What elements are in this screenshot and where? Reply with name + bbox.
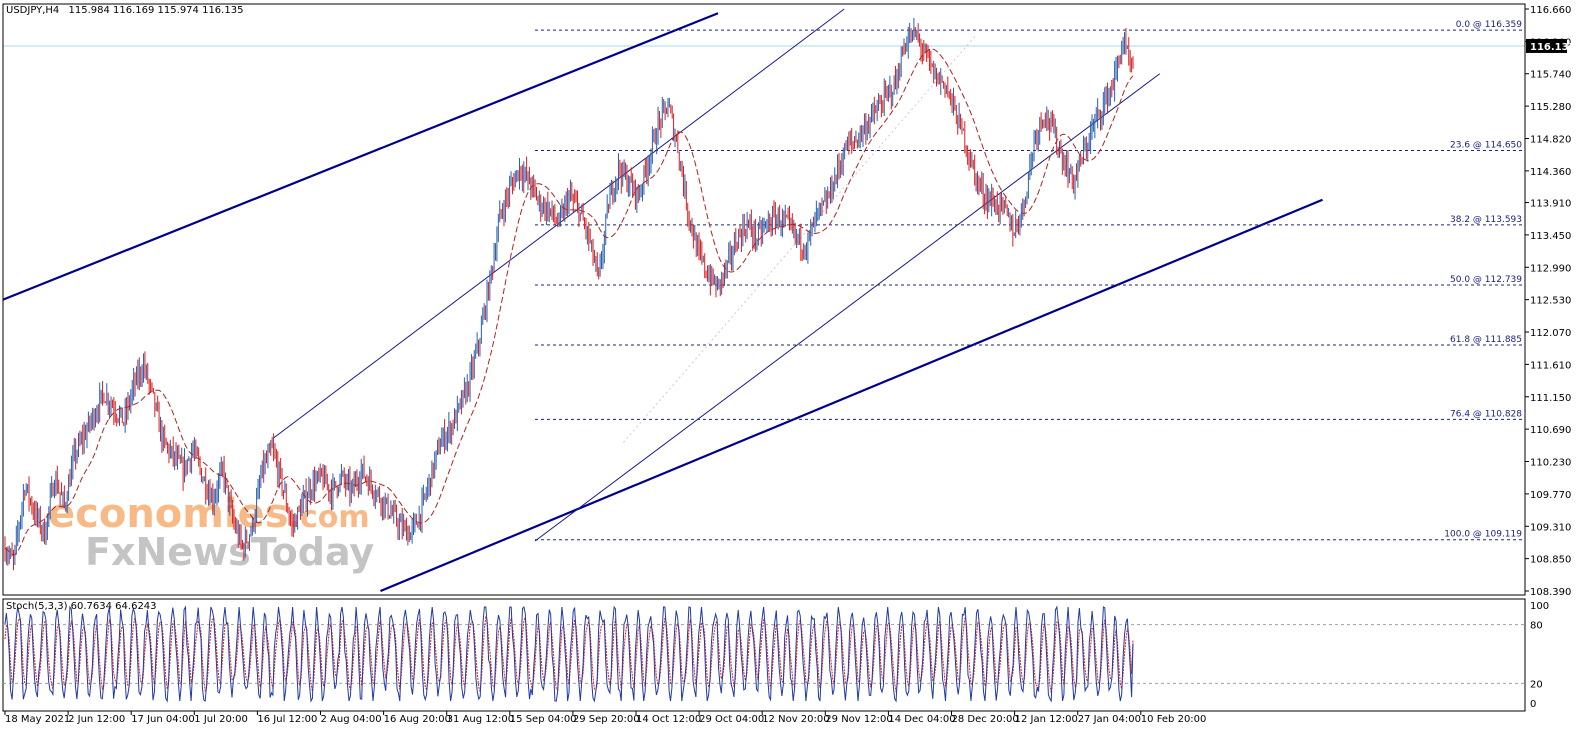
x-tick-label: 16 Aug 20:00 bbox=[384, 714, 451, 725]
axes: 116.660116.200115.740115.280114.820114.3… bbox=[2, 3, 1576, 725]
trend-line-lower-thick bbox=[380, 198, 1323, 593]
x-tick-label: 31 Aug 12:00 bbox=[447, 714, 514, 725]
fib-label: 38.2 @ 113.593 bbox=[1450, 215, 1522, 225]
trend-lines bbox=[2, 8, 1323, 593]
price-tag-bg bbox=[1526, 38, 1567, 53]
y-tick-label: 108.390 bbox=[1530, 587, 1571, 598]
y-tick-label: 114.820 bbox=[1530, 134, 1571, 145]
fib-diagonal bbox=[623, 34, 978, 443]
y-tick-label: 109.310 bbox=[1530, 522, 1571, 533]
y-tick-label: 113.450 bbox=[1530, 231, 1571, 242]
fib-label: 61.8 @ 111.885 bbox=[1450, 335, 1522, 345]
y-tick-label: 114.360 bbox=[1530, 167, 1571, 178]
y-tick-label: 116.660 bbox=[1530, 5, 1571, 16]
y-tick-label: 113.910 bbox=[1530, 199, 1571, 210]
watermark-line1: economies.com bbox=[48, 491, 370, 537]
watermark: economies.com FxNewsToday bbox=[48, 491, 374, 574]
y-tick-label: 112.990 bbox=[1530, 263, 1571, 274]
x-tick-label: 10 Feb 20:00 bbox=[1141, 714, 1207, 725]
watermark-line2: FxNewsToday bbox=[85, 530, 374, 574]
price-tag: 116.135 bbox=[1530, 42, 1576, 53]
stoch-frame bbox=[2, 598, 1526, 712]
x-tick-label: 29 Sep 20:00 bbox=[573, 714, 640, 725]
x-tick-label: 29 Nov 12:00 bbox=[825, 714, 892, 725]
x-tick-label: 12 Nov 20:00 bbox=[762, 714, 829, 725]
stoch-main-line bbox=[4, 605, 1134, 703]
y-tick-label: 109.770 bbox=[1530, 490, 1571, 501]
x-tick-label: 27 Jan 04:00 bbox=[1078, 714, 1141, 725]
moving-average bbox=[4, 48, 1134, 556]
moving-average-line bbox=[4, 48, 1134, 556]
ohlc-values: 115.984 116.169 115.974 116.135 bbox=[68, 5, 243, 16]
y-tick-label: 108.850 bbox=[1530, 555, 1571, 566]
y-tick-label: 112.070 bbox=[1530, 328, 1571, 339]
stoch-tick-label: 80 bbox=[1530, 621, 1543, 632]
x-tick-label: 2 Aug 04:00 bbox=[321, 714, 382, 725]
stoch-label: Stoch(5,3,3) 60.7634 64.6243 bbox=[6, 601, 157, 612]
stoch-tick-label: 0 bbox=[1530, 699, 1536, 710]
x-tick-label: 14 Oct 12:00 bbox=[636, 714, 701, 725]
x-tick-label: 15 Sep 04:00 bbox=[510, 714, 577, 725]
fib-label: 100.0 @ 109.119 bbox=[1444, 530, 1522, 540]
fib-label: 23.6 @ 114.650 bbox=[1450, 140, 1522, 150]
trend-line-upper-thick bbox=[2, 12, 719, 301]
x-tick-label: 16 Jul 12:00 bbox=[257, 714, 317, 725]
fib-label: 0.0 @ 116.359 bbox=[1456, 20, 1523, 30]
x-tick-label: 18 May 2021 bbox=[5, 714, 70, 725]
y-tick-label: 115.740 bbox=[1530, 70, 1571, 81]
y-tick-label: 115.280 bbox=[1530, 102, 1571, 113]
x-tick-label: 17 Jun 04:00 bbox=[131, 714, 195, 725]
x-tick-label: 14 Dec 04:00 bbox=[888, 714, 955, 725]
y-tick-label: 110.690 bbox=[1530, 425, 1571, 436]
x-tick-label: 2 Jun 12:00 bbox=[68, 714, 125, 725]
stochastic-panel: 100 80 20 0 bbox=[3, 601, 1549, 710]
chart-symbol: USDJPY,H4 bbox=[6, 5, 59, 16]
x-tick-label: 12 Jan 12:00 bbox=[1015, 714, 1078, 725]
x-tick-label: 28 Dec 20:00 bbox=[952, 714, 1019, 725]
fib-label: 50.0 @ 112.739 bbox=[1450, 275, 1522, 285]
x-tick-label: 1 Jul 20:00 bbox=[194, 714, 248, 725]
fib-label: 76.4 @ 110.828 bbox=[1450, 409, 1522, 419]
svg-text:USDJPY,H4 115.984 116.169: USDJPY,H4 115.984 116.169 115.974 116.13… bbox=[6, 5, 243, 16]
y-tick-label: 112.530 bbox=[1530, 296, 1571, 307]
stoch-tick-label: 20 bbox=[1530, 679, 1543, 690]
channel-line-lower bbox=[534, 73, 1161, 542]
y-tick-label: 111.150 bbox=[1530, 393, 1571, 404]
y-tick-label: 110.230 bbox=[1530, 458, 1571, 469]
stoch-tick-label: 100 bbox=[1530, 601, 1549, 612]
fibonacci-levels: 0.0 @ 116.359 23.6 @ 114.650 38.2 @ 113.59… bbox=[535, 20, 1525, 541]
candles bbox=[4, 17, 1134, 571]
y-tick-label: 111.610 bbox=[1530, 360, 1571, 371]
x-tick-label: 29 Oct 04:00 bbox=[699, 714, 764, 725]
